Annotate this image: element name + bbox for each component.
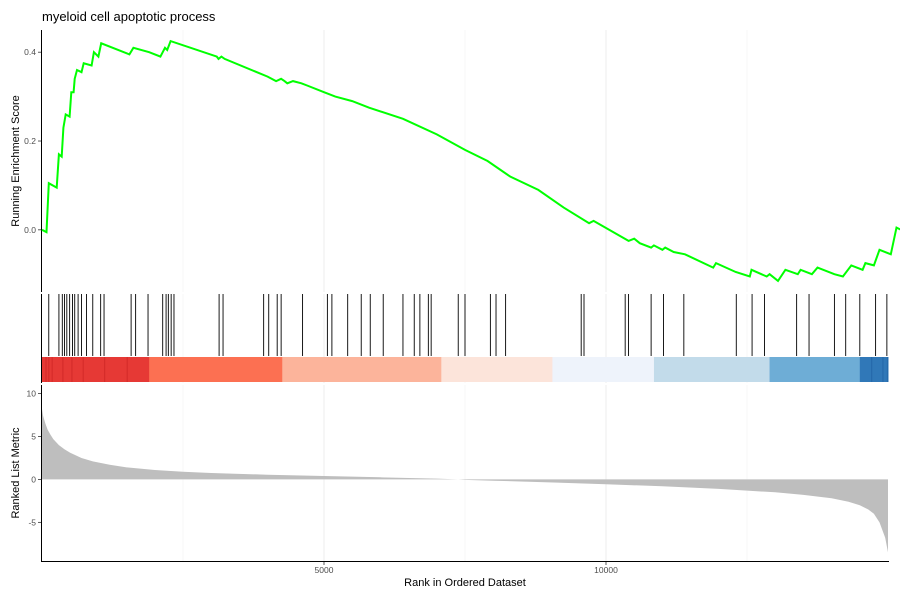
ranked-metric-y-ticks: 10 5 0 -5 xyxy=(27,389,41,527)
colorbar-stripe xyxy=(45,357,47,382)
colorbar-segment xyxy=(552,357,655,382)
colorbar-segment xyxy=(282,357,442,382)
colorbar-stripe xyxy=(48,357,50,382)
colorbar-segment xyxy=(42,357,150,382)
colorbar-stripe xyxy=(104,357,106,382)
x-tick-label: 5000 xyxy=(315,565,334,575)
ranked-metric-ylabel: Ranked List Metric xyxy=(10,427,22,519)
colorbar-stripe xyxy=(882,357,884,382)
colorbar-stripe xyxy=(51,357,53,382)
ranked-metric-area xyxy=(42,409,888,553)
running-score-line xyxy=(41,39,900,283)
colorbar-stripe xyxy=(126,357,128,382)
y-tick-label: 5 xyxy=(31,432,36,442)
ranked-metric-panel: 10 5 0 -5 5000 10000 Ranked List Metric Rank… xyxy=(10,385,889,589)
y-tick-label: 0 xyxy=(31,474,36,484)
x-ticks: 5000 10000 xyxy=(315,562,618,575)
y-tick-label: -5 xyxy=(28,517,36,527)
y-tick-label: 0.0 xyxy=(24,225,36,235)
colorbar-stripe xyxy=(82,357,84,382)
running-score-ylabel: Running Enrichment Score xyxy=(10,95,22,226)
x-tick-label: 10000 xyxy=(594,565,618,575)
running-score-panel: 0.0 0.2 0.4 Running Enrichment Score xyxy=(10,30,900,292)
y-tick-label: 0.2 xyxy=(24,136,36,146)
rank-colorbar xyxy=(42,357,889,382)
running-score-gridlines xyxy=(182,30,748,292)
gene-hits-panel xyxy=(41,294,889,383)
colorbar-stripe xyxy=(71,357,73,382)
x-axis-label: Rank in Ordered Dataset xyxy=(404,577,526,589)
gene-hit-marks xyxy=(48,294,888,356)
colorbar-stripe xyxy=(886,357,889,382)
y-tick-label: 0.4 xyxy=(24,47,36,57)
colorbar-segment xyxy=(441,357,553,382)
colorbar-segment xyxy=(149,357,283,382)
colorbar-segment xyxy=(769,357,861,382)
chart-title: myeloid cell apoptotic process xyxy=(42,9,216,24)
y-tick-label: 10 xyxy=(27,389,37,399)
colorbar-segment xyxy=(653,357,771,382)
running-score-y-ticks: 0.0 0.2 0.4 xyxy=(24,47,41,235)
ranked-metric-gridlines xyxy=(182,385,748,561)
colorbar-stripe xyxy=(871,357,873,382)
colorbar-stripe xyxy=(62,357,64,382)
colorbar-segment xyxy=(859,357,889,382)
